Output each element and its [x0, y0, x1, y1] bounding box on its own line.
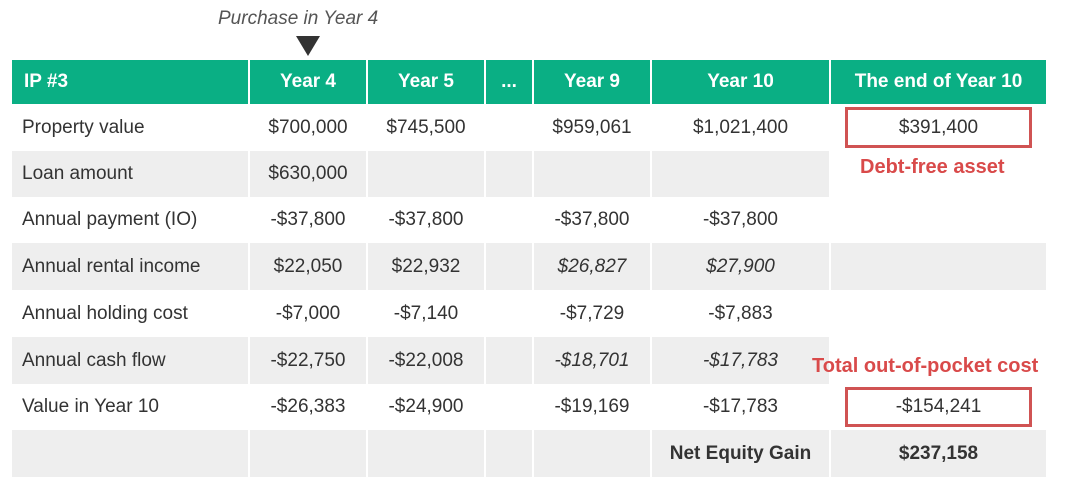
table-cell: Loan amount	[12, 151, 250, 197]
table-cell: $391,400	[831, 104, 1048, 151]
table-cell: -$37,800	[534, 197, 652, 243]
table-cell: Net Equity Gain	[652, 430, 831, 477]
table-cell: Annual rental income	[12, 243, 250, 290]
table-cell: $630,000	[250, 151, 368, 197]
debt-free-note: Debt-free asset	[860, 156, 1005, 178]
highlight-box: $391,400	[845, 107, 1032, 148]
table-cell: $237,158	[831, 430, 1048, 477]
table-cell	[368, 151, 486, 197]
table-cell: -$17,783	[652, 337, 831, 384]
table-cell	[486, 243, 534, 290]
table-cell: Property value	[12, 104, 250, 151]
table-cell	[486, 197, 534, 243]
table-cell	[831, 151, 1048, 197]
table-cell: $1,021,400	[652, 104, 831, 151]
table-cell: -$7,140	[368, 290, 486, 337]
table-cell	[534, 151, 652, 197]
table-cell: $22,932	[368, 243, 486, 290]
table-cell: -$7,729	[534, 290, 652, 337]
header-cell: IP #3	[12, 60, 250, 104]
table-cell: -$22,008	[368, 337, 486, 384]
header-cell: Year 10	[652, 60, 831, 104]
table-cell: Annual cash flow	[12, 337, 250, 384]
table-cell: -$7,000	[250, 290, 368, 337]
table-cell	[831, 337, 1048, 384]
table-cell: -$37,800	[652, 197, 831, 243]
table-cell: -$18,701	[534, 337, 652, 384]
table-cell	[486, 290, 534, 337]
out-of-pocket-note: Total out-of-pocket cost	[812, 355, 1039, 377]
table-cell: -$22,750	[250, 337, 368, 384]
table-cell: Annual payment (IO)	[12, 197, 250, 243]
table-cell: -$7,883	[652, 290, 831, 337]
table-cell: -$154,241	[831, 384, 1048, 430]
table-cell: $745,500	[368, 104, 486, 151]
purchase-note: Purchase in Year 4	[218, 8, 379, 29]
table-cell: -$37,800	[250, 197, 368, 243]
table-cell: -$19,169	[534, 384, 652, 430]
table-cell: Value in Year 10	[12, 384, 250, 430]
table-cell	[12, 430, 250, 477]
table-cell	[831, 243, 1048, 290]
table-cell	[534, 430, 652, 477]
table-cell: $27,900	[652, 243, 831, 290]
table-cell	[486, 337, 534, 384]
table-cell	[831, 197, 1048, 243]
table-cell: -$26,383	[250, 384, 368, 430]
table-cell: -$24,900	[368, 384, 486, 430]
table-cell	[250, 430, 368, 477]
table-cell: $700,000	[250, 104, 368, 151]
highlight-box: -$154,241	[845, 387, 1032, 427]
table-cell: $26,827	[534, 243, 652, 290]
table-cell: -$17,783	[652, 384, 831, 430]
table-cell: -$37,800	[368, 197, 486, 243]
table-cell	[486, 384, 534, 430]
table-cell	[486, 151, 534, 197]
table-cell: $22,050	[250, 243, 368, 290]
table-cell	[652, 151, 831, 197]
table-cell	[486, 104, 534, 151]
header-cell: Year 5	[368, 60, 486, 104]
header-cell: ...	[486, 60, 534, 104]
table-cell	[486, 430, 534, 477]
header-cell: The end of Year 10	[831, 60, 1048, 104]
header-cell: Year 9	[534, 60, 652, 104]
table-cell	[368, 430, 486, 477]
table-cell: Annual holding cost	[12, 290, 250, 337]
header-cell: Year 4	[250, 60, 368, 104]
table-cell	[831, 290, 1048, 337]
arrow	[296, 36, 320, 56]
table-cell: $959,061	[534, 104, 652, 151]
